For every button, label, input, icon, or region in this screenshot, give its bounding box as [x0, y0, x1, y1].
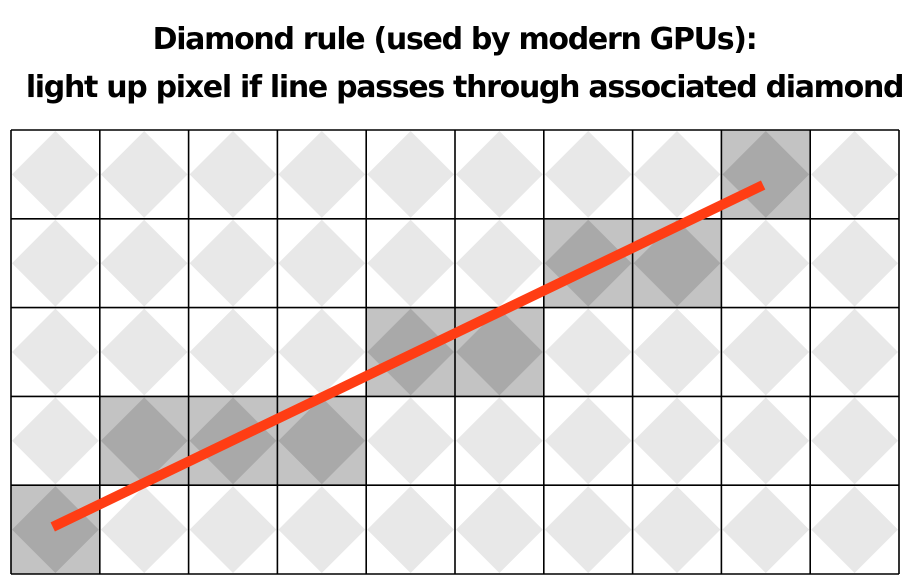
pixel-diamond	[12, 131, 99, 218]
pixel-diamond	[811, 486, 898, 573]
pixel-diamond	[811, 131, 898, 218]
pixel-diamond	[278, 219, 366, 307]
pixel-diamond	[456, 486, 543, 573]
rasterized-line	[50, 180, 766, 532]
pixel-diamond	[544, 131, 632, 218]
pixel-diamond	[456, 219, 543, 307]
pixel-diamond	[722, 219, 810, 307]
pixel-diamond	[633, 131, 721, 218]
lit-pixel-diamond	[278, 397, 366, 485]
pixel-diamond	[367, 219, 454, 307]
pixel-diamond	[12, 308, 99, 396]
pixel-diamond	[12, 397, 99, 485]
pixel-diamond	[633, 486, 721, 573]
pixel-diamond	[100, 486, 188, 573]
lit-pixel-diamond	[633, 219, 721, 307]
pixel-diamond	[278, 308, 366, 396]
pixel-diamond	[722, 397, 810, 485]
pixel-diamond	[544, 486, 632, 573]
title-line-1: Diamond rule (used by modern GPUs):	[152, 22, 758, 57]
pixel-diamond	[811, 308, 898, 396]
pixel-diamond	[456, 397, 543, 485]
pixel-diamond	[100, 131, 188, 218]
pixel-diamond	[633, 397, 721, 485]
pixel-diamond	[633, 308, 721, 396]
pixel-diamond	[544, 397, 632, 485]
pixel-diamond	[189, 486, 277, 573]
pixel-diamond	[189, 308, 277, 396]
pixel-diamond	[189, 219, 277, 307]
pixel-diamond	[278, 131, 366, 218]
pixel-diamond	[811, 397, 898, 485]
red-line	[50, 180, 766, 532]
pixel-diamond	[367, 397, 454, 485]
pixel-diamond	[100, 308, 188, 396]
pixel-diamond	[456, 131, 543, 218]
pixel-diamond	[189, 131, 277, 218]
pixel-diamond	[722, 486, 810, 573]
pixel-diamond	[722, 308, 810, 396]
pixel-diamond	[100, 219, 188, 307]
title-line-2: light up pixel if line passes through as…	[25, 70, 905, 105]
pixel-diamond	[367, 131, 454, 218]
pixel-diamond	[278, 486, 366, 573]
pixel-diamond	[12, 219, 99, 307]
pixel-diamond	[367, 486, 454, 573]
lit-pixel-diamond	[456, 308, 543, 396]
pixel-diamond	[811, 219, 898, 307]
pixel-diamonds	[12, 131, 898, 573]
lit-pixel-diamond	[100, 397, 188, 485]
pixel-diamond	[544, 308, 632, 396]
